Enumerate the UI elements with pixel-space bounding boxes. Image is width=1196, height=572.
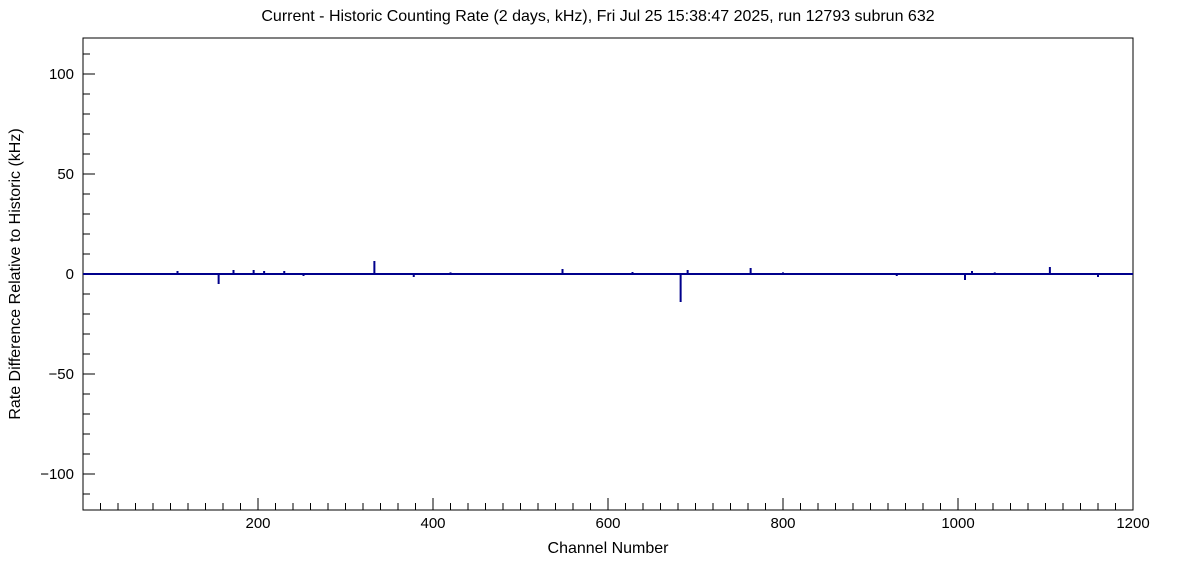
y-tick-label: 100 [49, 66, 74, 83]
y-tick-label: 50 [57, 166, 74, 183]
x-tick-label: 800 [770, 515, 795, 532]
x-tick-label: 1200 [1116, 515, 1149, 532]
x-axis-title: Channel Number [547, 540, 669, 557]
y-axis-title-text: Rate Difference Relative to Historic (kH… [7, 128, 24, 420]
x-tick-label: 400 [420, 515, 445, 532]
y-tick-label: −100 [40, 466, 74, 483]
x-tick-label: 1000 [941, 515, 974, 532]
x-tick-label: 600 [595, 515, 620, 532]
x-tick-label: 200 [245, 515, 270, 532]
series-rate-difference [83, 261, 1133, 302]
y-tick-label: −50 [49, 366, 74, 383]
y-tick-label: 0 [66, 266, 74, 283]
chart-title: Current - Historic Counting Rate (2 days… [261, 8, 935, 25]
